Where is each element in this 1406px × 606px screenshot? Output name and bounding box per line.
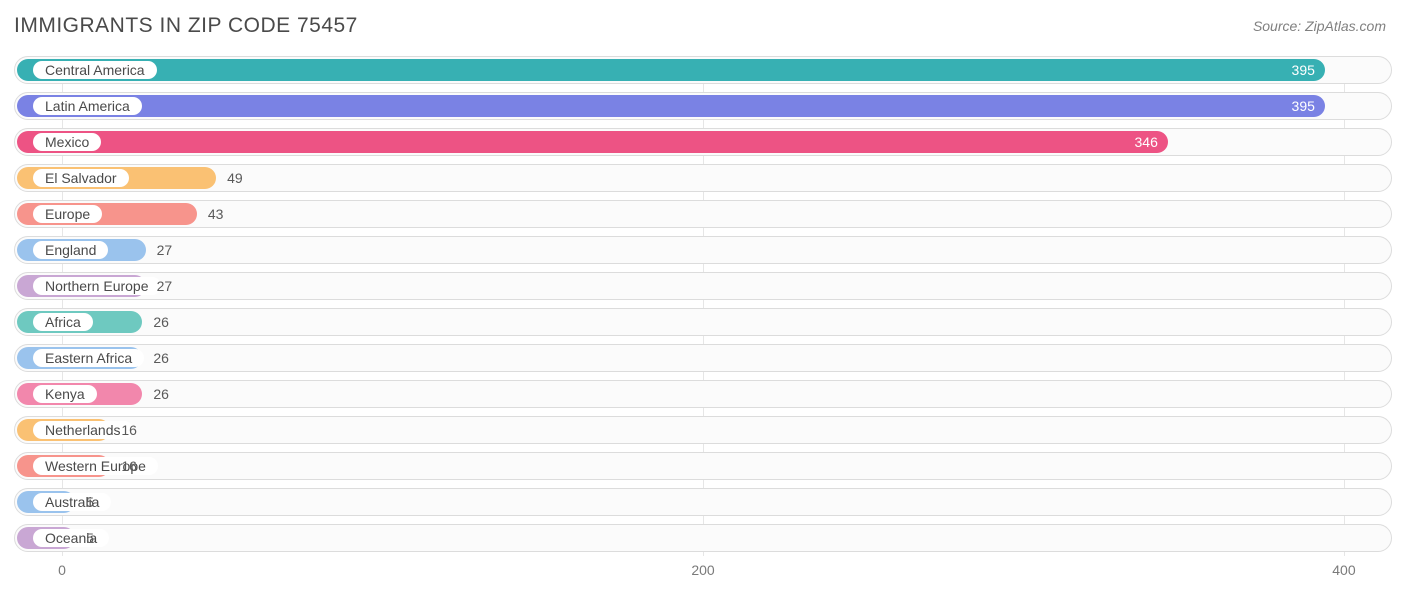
bar-row: Central America395 [14,56,1392,84]
bar-value: 27 [149,272,173,300]
bar-track [14,524,1392,552]
bar-value: 5 [78,524,94,552]
chart-title: IMMIGRANTS IN ZIP CODE 75457 [14,14,358,38]
bar-label: England [33,241,108,259]
bar-row: Australia5 [14,488,1392,516]
x-axis-tick: 0 [58,562,66,578]
chart-area: Central America395 Latin America395 Mexico… [14,56,1392,584]
bar-value: 5 [78,488,94,516]
bar-value: 346 [17,128,1168,156]
bar-label: Eastern Africa [33,349,144,367]
x-axis-tick: 200 [691,562,714,578]
bar-row: Netherlands16 [14,416,1392,444]
bar-row: El Salvador 49 [14,164,1392,192]
bar-label: Oceania [33,529,109,547]
bar-value: 26 [145,308,169,336]
chart-source: Source: ZipAtlas.com [1253,18,1386,34]
bar-track [14,272,1392,300]
bar-value: 16 [113,416,137,444]
bar-row: Western Europe16 [14,452,1392,480]
bar-row: Europe 43 [14,200,1392,228]
bar-row: Kenya 26 [14,380,1392,408]
bar-track [14,452,1392,480]
bar-label: Western Europe [33,457,158,475]
bar-track [14,380,1392,408]
bar-value: 49 [219,164,243,192]
bar-row: Mexico346 [14,128,1392,156]
bar-label: Kenya [33,385,97,403]
bar-label: Europe [33,205,102,223]
bar-row: England 27 [14,236,1392,264]
bar-row: Northern Europe27 [14,272,1392,300]
bar-label: El Salvador [33,169,129,187]
bar-label: Australia [33,493,111,511]
bar-value: 16 [113,452,137,480]
bar-value: 395 [17,56,1325,84]
bar-label: Africa [33,313,93,331]
bar-track [14,344,1392,372]
bar-value: 27 [149,236,173,264]
bar-track [14,416,1392,444]
bar-row: Oceania5 [14,524,1392,552]
bar-row: Africa 26 [14,308,1392,336]
bar-row: Eastern Africa26 [14,344,1392,372]
bar-track [14,308,1392,336]
x-axis-tick: 400 [1332,562,1355,578]
bars-container: Central America395 Latin America395 Mexico… [14,56,1392,552]
bar-value: 26 [145,380,169,408]
header: IMMIGRANTS IN ZIP CODE 75457 Source: Zip… [14,14,1392,38]
bar-track [14,236,1392,264]
bar-value: 43 [200,200,224,228]
bar-value: 395 [17,92,1325,120]
bar-row: Latin America395 [14,92,1392,120]
bar-track [14,488,1392,516]
x-axis: 0 200 400 [14,560,1392,584]
bar-value: 26 [145,344,169,372]
bar-label: Northern Europe [33,277,161,295]
